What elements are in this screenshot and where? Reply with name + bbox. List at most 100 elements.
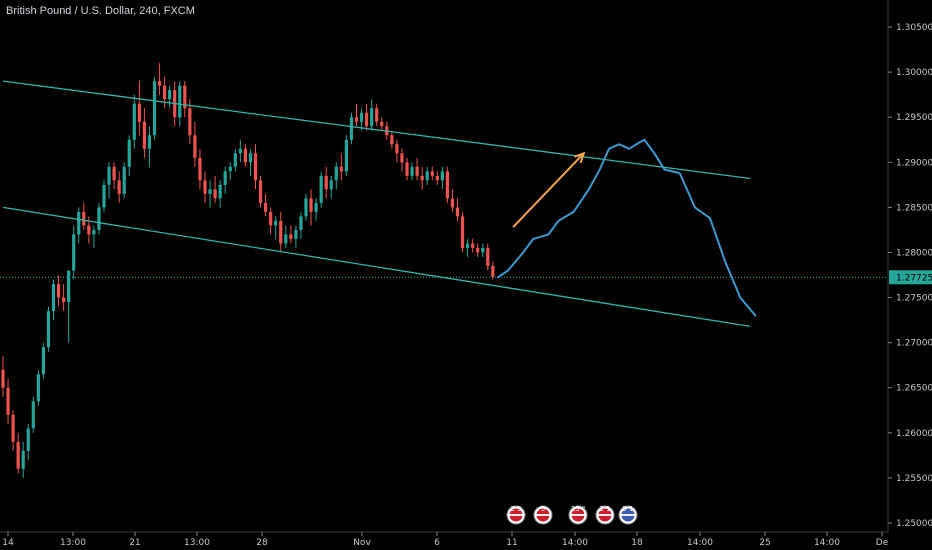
candle [51, 279, 56, 321]
time-axis: 14 13:00 21 13:00 28 Nov 6 11 14:00 18 14:00 25 14:0… [0, 531, 889, 548]
flag-us-icon[interactable]: 9 1 [618, 505, 638, 525]
x-tick-label: 13:00 [184, 538, 210, 548]
candle-body [11, 414, 15, 442]
candle [284, 225, 288, 248]
flag-uk-icon[interactable]: 2 1 [595, 505, 615, 525]
event-marker-label: 2 9 [510, 505, 521, 513]
candle [238, 139, 242, 163]
candle-body [344, 139, 348, 172]
candle [132, 94, 136, 149]
candle [491, 261, 495, 280]
channel-lower-line[interactable] [2, 206, 751, 328]
candle [152, 76, 157, 140]
candle [233, 148, 237, 172]
candle-body [6, 387, 10, 415]
candle-body [233, 153, 237, 167]
candle [11, 410, 15, 451]
candle [405, 157, 409, 181]
channel-upper-line[interactable] [2, 80, 751, 180]
candle [365, 103, 369, 131]
candle-body [324, 175, 328, 190]
candle [193, 121, 197, 167]
candle-body [107, 166, 111, 185]
candle-body [309, 198, 313, 212]
candle [218, 180, 222, 208]
y-tick-label: 1.25000 [896, 519, 932, 529]
candle-body [294, 229, 298, 239]
x-tick-label: 11 [506, 538, 517, 548]
candle [1, 356, 5, 397]
flag-uk-icon[interactable]: 5 [533, 505, 553, 525]
candle [92, 225, 96, 248]
projection-path[interactable] [496, 138, 757, 317]
candle [425, 166, 429, 185]
candle-body [455, 207, 460, 217]
candle-body [193, 135, 197, 158]
x-tick-label: 14:00 [562, 538, 588, 548]
candle [319, 171, 323, 208]
candle [163, 76, 167, 109]
candle [127, 135, 131, 176]
candle-body [289, 234, 293, 239]
candle-body [269, 211, 273, 226]
candle [279, 211, 283, 253]
y-tick-label: 1.25500 [896, 474, 932, 484]
candle [289, 225, 293, 244]
candle [213, 175, 217, 203]
y-tick-label: 1.28500 [896, 203, 932, 213]
x-tick-label: De [876, 538, 889, 548]
candle-body [188, 108, 192, 136]
candle-body [299, 216, 303, 230]
candle [269, 207, 273, 235]
candle-body [51, 284, 56, 312]
candle-body [77, 211, 81, 235]
candle [304, 193, 308, 221]
flag-stripe [509, 514, 523, 516]
candle [466, 238, 470, 257]
candle-body [354, 117, 359, 122]
candle-body [274, 220, 278, 226]
candle-body [415, 166, 419, 176]
candle-body [102, 184, 106, 208]
candle [243, 144, 247, 167]
y-tick-label: 1.26500 [896, 384, 932, 394]
x-tick-label: 21 [129, 538, 140, 548]
y-tick-label: 1.27000 [896, 339, 932, 349]
candle-body [264, 202, 268, 212]
flag-uk-icon[interactable]: 15 " [568, 505, 588, 525]
candle-body [359, 112, 364, 122]
candle [294, 225, 298, 248]
arrow-drawing[interactable] [512, 151, 586, 228]
candle [370, 99, 374, 131]
candle-body [112, 166, 116, 181]
candle [450, 189, 455, 212]
arrow-head [574, 151, 586, 164]
candle [46, 306, 51, 352]
candle-body [319, 175, 323, 203]
candle [274, 216, 278, 239]
flag-uk-icon[interactable]: 2 9 [506, 505, 526, 525]
x-tick-label: 25 [759, 538, 770, 548]
candle-body [218, 184, 222, 199]
candle [82, 202, 86, 230]
x-tick-label: 14:00 [814, 538, 840, 548]
candle-body [36, 374, 40, 402]
x-tick-label: 13:00 [60, 538, 86, 548]
candle-body [203, 180, 207, 194]
candle [102, 180, 106, 212]
candle [157, 63, 162, 95]
event-marker-label: 2 1 [599, 505, 610, 513]
candle [31, 396, 35, 433]
candle [16, 432, 20, 474]
candle-body [440, 171, 444, 181]
flag-stripe [571, 514, 585, 516]
candle [36, 369, 40, 406]
candle-body [137, 103, 141, 122]
candle [107, 162, 111, 199]
candle [354, 103, 359, 127]
candle [415, 157, 419, 181]
y-tick-label: 1.29000 [896, 158, 932, 168]
candle [228, 162, 232, 181]
candle-body [279, 220, 283, 244]
